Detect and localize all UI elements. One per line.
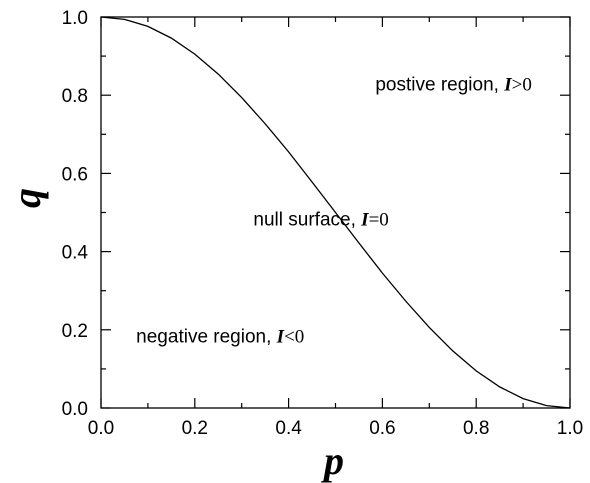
y-tick-label: 0.8 <box>62 86 88 107</box>
null-surface-curve <box>100 16 571 409</box>
region-annotation: negative region, I<0 <box>136 327 304 348</box>
annotations: postive region, I>0 null surface, I=0 nega… <box>136 74 532 347</box>
x-tick-label: 0.0 <box>88 418 114 439</box>
region-annotation: postive region, I>0 <box>375 74 531 95</box>
x-axis-title: p <box>321 438 344 483</box>
y-axis-title: q <box>4 188 49 208</box>
axis-ticks <box>100 16 571 409</box>
tick-labels: 0.0 0.2 0.4 0.6 0.8 1.0 0.0 0.2 0.4 0.6 0.8 1.0 <box>62 8 584 439</box>
region-annotation: null surface, I=0 <box>253 209 388 230</box>
x-tick-label: 1.0 <box>557 418 583 439</box>
y-tick-label: 0.6 <box>62 164 88 185</box>
y-tick-label: 0.4 <box>62 243 89 264</box>
x-tick-label: 0.4 <box>275 418 302 439</box>
y-tick-label: 0.0 <box>62 399 88 420</box>
x-tick-label: 0.6 <box>369 418 395 439</box>
y-tick-label: 0.2 <box>62 321 88 342</box>
x-tick-label: 0.2 <box>182 418 208 439</box>
x-tick-label: 0.8 <box>463 418 489 439</box>
y-tick-label: 1.0 <box>62 8 88 29</box>
